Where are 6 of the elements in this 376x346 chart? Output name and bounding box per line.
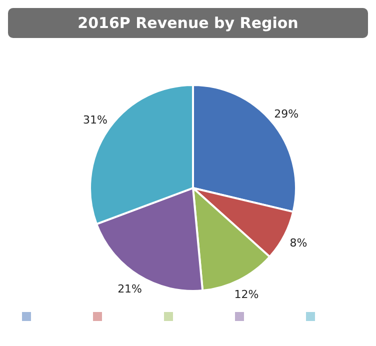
data-label: 29% xyxy=(274,108,299,121)
data-label: 31% xyxy=(83,114,108,127)
data-label: 12% xyxy=(234,288,259,301)
data-label: 21% xyxy=(118,282,142,296)
data-label: 8% xyxy=(290,236,308,250)
chart-title: 2016P Revenue by Region xyxy=(8,8,368,38)
